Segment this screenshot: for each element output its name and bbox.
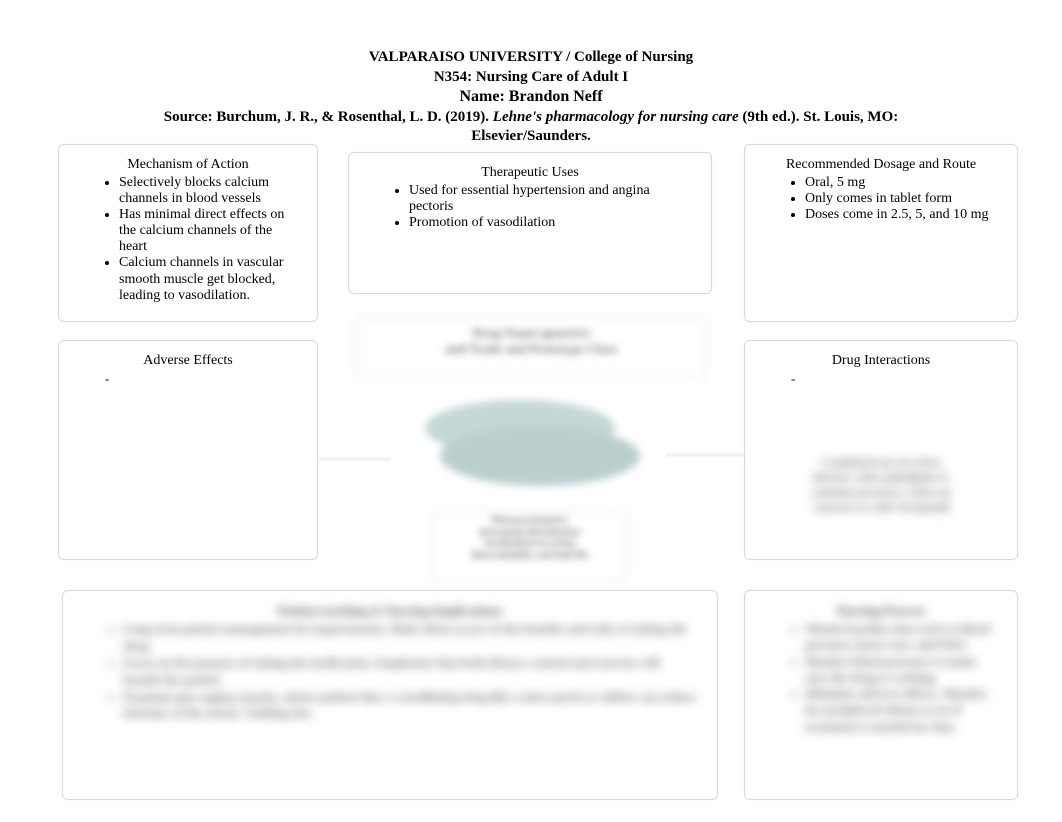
card-pharmacokinetics-blurred: Pharmacokinetics absorption/distribution…	[432, 510, 628, 582]
blur-line: metabolism/excretion	[451, 538, 609, 550]
list-item: Promotion of vasodilation	[409, 215, 693, 231]
card-therapeutic-list: Used for essential hypertension and angi…	[367, 183, 693, 231]
card-dosage: Recommended Dosage and Route Oral, 5 mg …	[744, 144, 1018, 322]
blur-line: absorption/distribution/	[451, 527, 609, 539]
header-course: N354: Nursing Care of Adult I	[0, 68, 1062, 88]
list-item: Selectively blocks calcium channels in b…	[119, 175, 299, 207]
pill-image-blurred	[410, 388, 650, 498]
card-therapeutic-title: Therapeutic Uses	[367, 165, 693, 181]
source-italic: Lehne's pharmacology for nursing care	[493, 109, 739, 125]
diagram-area: Mechanism of Action Selectively blocks c…	[0, 140, 1062, 822]
list-item: Has minimal direct effects on the calciu…	[119, 207, 299, 255]
header-university: VALPARAISO UNIVERSITY / College of Nursi…	[0, 48, 1062, 68]
list-item: If patient gets angina attacks, advise p…	[123, 689, 699, 723]
card-mechanism-title: Mechanism of Action	[77, 157, 299, 173]
list-item: Minimize adverse effects. Monitor for pe…	[805, 686, 999, 735]
card-teaching-title: Patient teaching & Nursing Implications	[81, 603, 699, 619]
header-name: Name: Brandon Neff	[0, 87, 1062, 108]
connector	[666, 454, 744, 456]
card-mechanism: Mechanism of Action Selectively blocks c…	[58, 144, 318, 322]
card-adverse-placeholder: -	[77, 371, 299, 387]
list-item: Oral, 5 mg	[805, 175, 999, 191]
blur-line: Pharmacokinetics	[451, 515, 609, 527]
card-adverse-title: Adverse Effects	[77, 353, 299, 369]
card-interactions-placeholder: -	[763, 371, 999, 387]
interactions-blurred-text: Combined use of a betablocker with amlod…	[763, 455, 999, 515]
source-prefix: Source: Burchum, J. R., & Rosenthal, L. …	[164, 109, 493, 125]
list-item: Focus on the purpose of taking the medic…	[123, 655, 699, 689]
card-interactions-title: Drug Interactions	[763, 353, 999, 369]
list-item: Obtain baseline data such as blood press…	[805, 621, 999, 654]
blur-line: and Trade and Prototype Class	[374, 341, 688, 357]
list-item: Monitor blood pressure to make sure the …	[805, 654, 999, 687]
card-nursing-list: Obtain baseline data such as blood press…	[763, 621, 999, 735]
card-nursing-process-blurred: Nursing Process Obtain baseline data suc…	[744, 590, 1018, 800]
card-teaching-blurred: Patient teaching & Nursing Implications …	[62, 590, 718, 800]
list-item: Used for essential hypertension and angi…	[409, 183, 693, 215]
list-item: Long term patient management for hyperte…	[123, 621, 699, 655]
card-therapeutic: Therapeutic Uses Used for essential hype…	[348, 152, 712, 294]
blur-line: Bioavailability and half life	[451, 550, 609, 562]
card-mechanism-list: Selectively blocks calcium channels in b…	[77, 175, 299, 304]
blur-line: Drug Name (generic)	[374, 325, 688, 341]
list-item: Calcium channels in vascular smooth musc…	[119, 255, 299, 303]
connector	[320, 458, 390, 460]
header: VALPARAISO UNIVERSITY / College of Nursi…	[0, 0, 1062, 147]
card-nursing-title: Nursing Process	[763, 603, 999, 619]
card-dosage-list: Oral, 5 mg Only comes in tablet form Dos…	[763, 175, 999, 223]
card-teaching-list: Long term patient management for hyperte…	[81, 621, 699, 722]
list-item: Only comes in tablet form	[805, 191, 999, 207]
card-drug-name-blurred: Drug Name (generic) and Trade and Protot…	[355, 316, 707, 378]
list-item: Doses come in 2.5, 5, and 10 mg	[805, 207, 999, 223]
card-dosage-title: Recommended Dosage and Route	[763, 157, 999, 173]
card-adverse: Adverse Effects -	[58, 340, 318, 560]
card-interactions: Drug Interactions - Combined use of a be…	[744, 340, 1018, 560]
